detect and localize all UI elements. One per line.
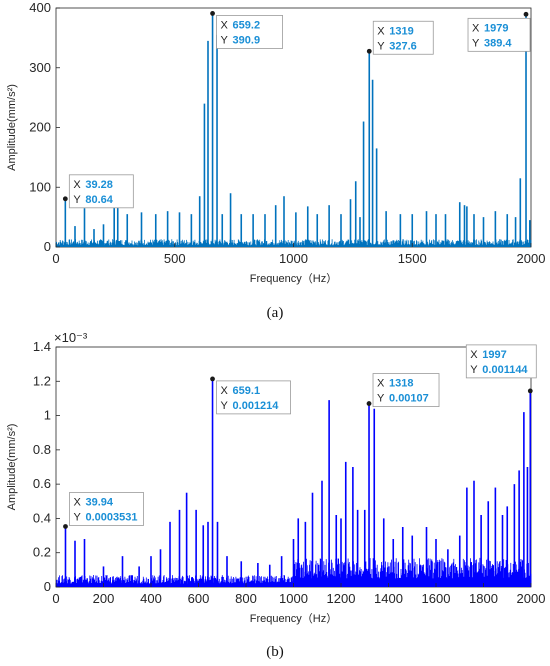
data-tip-y-key: Y <box>73 511 81 523</box>
data-tip-box <box>467 17 531 52</box>
x-tick-label: 1200 <box>327 591 356 606</box>
y-tick-label: 0.4 <box>33 510 51 525</box>
y-tick-label: 1.2 <box>33 373 51 388</box>
data-tip-box <box>69 492 144 526</box>
data-tip-x-value: 1997 <box>482 349 506 361</box>
data-tip-y-value: 0.0003531 <box>85 511 137 523</box>
x-tick-label: 400 <box>140 591 162 606</box>
y-tick-label: 400 <box>29 0 51 15</box>
y-tick-label: 0.2 <box>33 545 51 560</box>
x-axis-label: Frequency（Hz） <box>250 272 337 285</box>
caption-b: (b) <box>266 644 284 660</box>
data-tip-y-key: Y <box>377 40 385 52</box>
x-tick-label: 500 <box>164 251 186 266</box>
data-tip-y-key: Y <box>221 400 229 412</box>
data-tip: X 659.1 Y 0.001214 <box>210 376 291 415</box>
data-tip-marker <box>210 376 215 382</box>
x-tick-label: 1600 <box>422 591 451 606</box>
chart-panel-a: 0 500 1000 1500 2000 0 100 200 300 400 Frequency（H… <box>6 0 545 285</box>
caption-a: (a) <box>267 305 284 321</box>
data-tip-marker <box>63 524 68 529</box>
data-tip-x-value: 1979 <box>484 22 508 34</box>
data-tip-x-value: 659.2 <box>233 19 261 31</box>
data-tip: X 659.2 Y 390.9 <box>210 11 283 49</box>
x-tick-label: 1400 <box>374 591 403 606</box>
x-tick-label: 2000 <box>517 591 546 606</box>
x-tick-label: 2000 <box>517 251 546 266</box>
data-tip-y-key: Y <box>470 364 478 376</box>
y-tick-label: 1.4 <box>33 339 51 354</box>
x-tick-label: 800 <box>235 591 257 606</box>
data-tip: X 1997 Y 0.001144 <box>465 344 537 394</box>
data-tip-x-value: 39.94 <box>85 496 113 508</box>
data-tip-marker <box>366 401 372 406</box>
data-tip-x-key: X <box>221 385 229 397</box>
data-tip-y-value: 327.6 <box>389 40 417 52</box>
x-tick-label: 0 <box>52 591 59 606</box>
y-tick-label: 1 <box>44 408 51 423</box>
chart-panel-b: 0 200 400 600 800 1000 1200 1400 1600 1800 2000 0 0.… <box>6 330 545 625</box>
data-tip-x-value: 1319 <box>389 25 413 37</box>
data-tip-box <box>465 344 537 379</box>
data-tip-marker <box>527 388 533 394</box>
x-tick-label: 0 <box>52 251 59 266</box>
data-tip-y-key: Y <box>221 34 229 46</box>
data-tip-x-value: 659.1 <box>233 385 261 397</box>
data-tip-box <box>216 15 283 49</box>
y-exponent-label: ×10⁻³ <box>54 330 88 345</box>
x-tick-label: 1800 <box>469 591 498 606</box>
data-tip: X 1979 Y 389.4 <box>467 11 531 52</box>
data-tip-marker <box>366 48 372 54</box>
data-tip-x-key: X <box>73 496 81 508</box>
y-axis-label: Amplitude(mm/s²) <box>6 84 18 171</box>
x-tick-label: 1500 <box>398 251 427 266</box>
data-tip-x-key: X <box>470 349 478 361</box>
data-tip-marker <box>523 11 529 17</box>
x-tick-label: 600 <box>188 591 210 606</box>
data-tip: X 1318 Y 0.00107 <box>366 373 440 407</box>
data-tip-x-value: 39.28 <box>85 179 113 191</box>
data-tip-y-value: 390.9 <box>233 34 261 46</box>
plot-area <box>55 7 532 248</box>
data-tip-marker <box>210 11 215 16</box>
y-tick-label: 0 <box>44 579 51 594</box>
x-axis-label: Frequency（Hz） <box>250 612 337 625</box>
data-tip-y-key: Y <box>377 393 385 405</box>
y-tick-label: 0.8 <box>33 442 51 457</box>
data-tip-x-key: X <box>73 179 81 191</box>
x-tick-label: 1000 <box>279 251 308 266</box>
data-tip: X 1319 Y 327.6 <box>366 20 434 55</box>
data-tip-y-value: 0.00107 <box>389 393 429 405</box>
data-tip-x-key: X <box>472 22 480 34</box>
y-axis-label: Amplitude(mm/s²) <box>6 424 18 511</box>
data-tip: X 39.94 Y 0.0003531 <box>63 492 144 529</box>
data-tip-x-key: X <box>221 19 229 31</box>
data-tip-box <box>216 380 291 415</box>
data-tip-x-key: X <box>377 378 385 390</box>
data-tip-y-value: 80.64 <box>85 194 113 206</box>
y-tick-label: 100 <box>29 179 51 194</box>
data-tip-y-key: Y <box>472 37 480 49</box>
data-tip-box <box>68 174 134 209</box>
y-tick-label: 300 <box>29 60 51 75</box>
data-tip: X 39.28 Y 80.64 <box>62 174 134 209</box>
data-tip-x-key: X <box>377 25 385 37</box>
data-tip-box <box>372 20 434 55</box>
y-tick-label: 0 <box>44 239 51 254</box>
data-tip-y-value: 0.001144 <box>482 364 528 376</box>
x-tick-label: 1000 <box>279 591 308 606</box>
data-tip-box <box>372 373 440 407</box>
data-tip-y-key: Y <box>73 194 81 206</box>
data-tip-marker <box>62 196 68 202</box>
data-tip-x-value: 1318 <box>389 378 413 390</box>
y-tick-label: 0.6 <box>33 476 51 491</box>
x-tick-label: 200 <box>93 591 115 606</box>
data-tip-y-value: 389.4 <box>484 37 512 49</box>
data-tip-y-value: 0.001214 <box>233 400 280 412</box>
y-tick-label: 200 <box>29 120 51 135</box>
